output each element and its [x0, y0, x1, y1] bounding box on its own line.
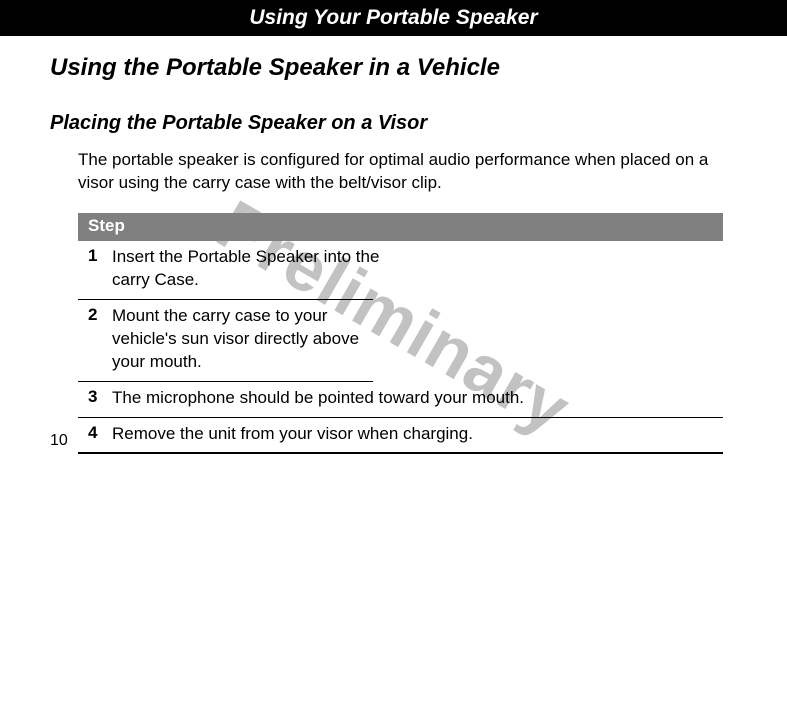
table-header-row: Step [78, 213, 723, 241]
section-heading: Using the Portable Speaker in a Vehicle [50, 54, 737, 82]
chapter-title: Using Your Portable Speaker [249, 6, 537, 29]
table-row: 1 Insert the Portable Speaker into the c… [78, 241, 723, 300]
chapter-header-bar: Using Your Portable Speaker [0, 0, 787, 36]
intro-paragraph: The portable speaker is configured for o… [78, 149, 737, 195]
step-text: Mount the carry case to your vehicle's s… [112, 305, 392, 374]
step-text: Insert the Portable Speaker into the car… [112, 246, 392, 292]
table-bottom-border [78, 452, 723, 454]
table-row: 3 The microphone should be pointed towar… [78, 382, 723, 418]
step-number: 1 [78, 246, 112, 292]
page-number: 10 [50, 432, 787, 450]
step-number: 2 [78, 305, 112, 374]
table-row: 2 Mount the carry case to your vehicle's… [78, 300, 723, 382]
step-number: 3 [78, 387, 112, 410]
page-content: Using the Portable Speaker in a Vehicle … [0, 36, 787, 454]
step-text: The microphone should be pointed toward … [112, 387, 723, 410]
subsection-heading: Placing the Portable Speaker on a Visor [50, 112, 737, 135]
table-header-label: Step [78, 213, 723, 241]
steps-table: Step 1 Insert the Portable Speaker into … [78, 213, 723, 455]
